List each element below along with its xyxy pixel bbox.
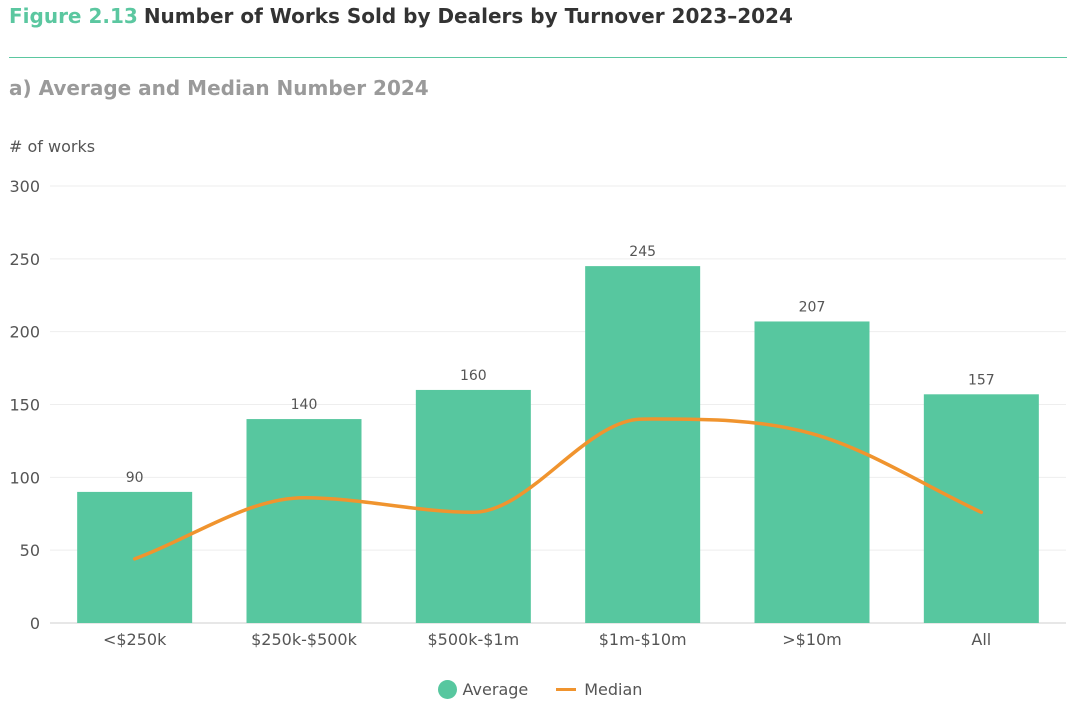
bar-value-label-0: 90 [126,470,144,486]
figure-number: Figure 2.13 [9,4,138,28]
bar-value-label-1: 140 [291,397,318,413]
x-tick-label-3: $1m-$10m [599,630,687,649]
bar-value-label-3: 245 [629,244,656,260]
y-axis-label: # of works [9,137,96,156]
y-tick-label-0: 0 [30,614,40,633]
legend-label-average: Average [462,680,529,699]
legend-swatch-average [437,680,457,699]
bar-value-label-4: 207 [799,299,826,315]
bar-average-5 [923,394,1039,623]
figure-title: Figure 2.13 Number of Works Sold by Deale… [9,4,793,28]
bar-average-1 [246,419,362,623]
legend-swatch-median [556,688,577,691]
y-tick-label-250: 250 [9,250,40,269]
x-tick-label-1: $250k-$500k [251,630,357,649]
y-tick-label-300: 300 [9,177,40,196]
y-tick-label-100: 100 [9,468,40,487]
bar-average-4 [754,321,870,623]
legend-item-median: Median [556,680,642,699]
x-tick-label-4: >$10m [782,630,842,649]
x-tick-label-5: All [971,630,991,649]
chart-legend: Average Median [0,680,1080,699]
x-tick-label-0: <$250k [103,630,167,649]
title-divider [9,57,1067,58]
y-tick-label-150: 150 [9,396,40,415]
bar-value-label-5: 157 [968,372,995,388]
legend-item-average: Average [437,680,529,699]
bar-average-3 [585,266,701,623]
median-series-line [132,417,984,561]
bar-value-label-2: 160 [460,368,487,384]
legend-label-median: Median [584,680,643,699]
x-tick-label-2: $500k-$1m [427,630,519,649]
y-tick-label-200: 200 [9,323,40,342]
y-tick-label-50: 50 [20,541,40,560]
bar-average-2 [415,389,531,623]
figure-title-text: Number of Works Sold by Dealers by Turno… [143,4,793,28]
chart-subtitle: a) Average and Median Number 2024 [9,76,429,100]
